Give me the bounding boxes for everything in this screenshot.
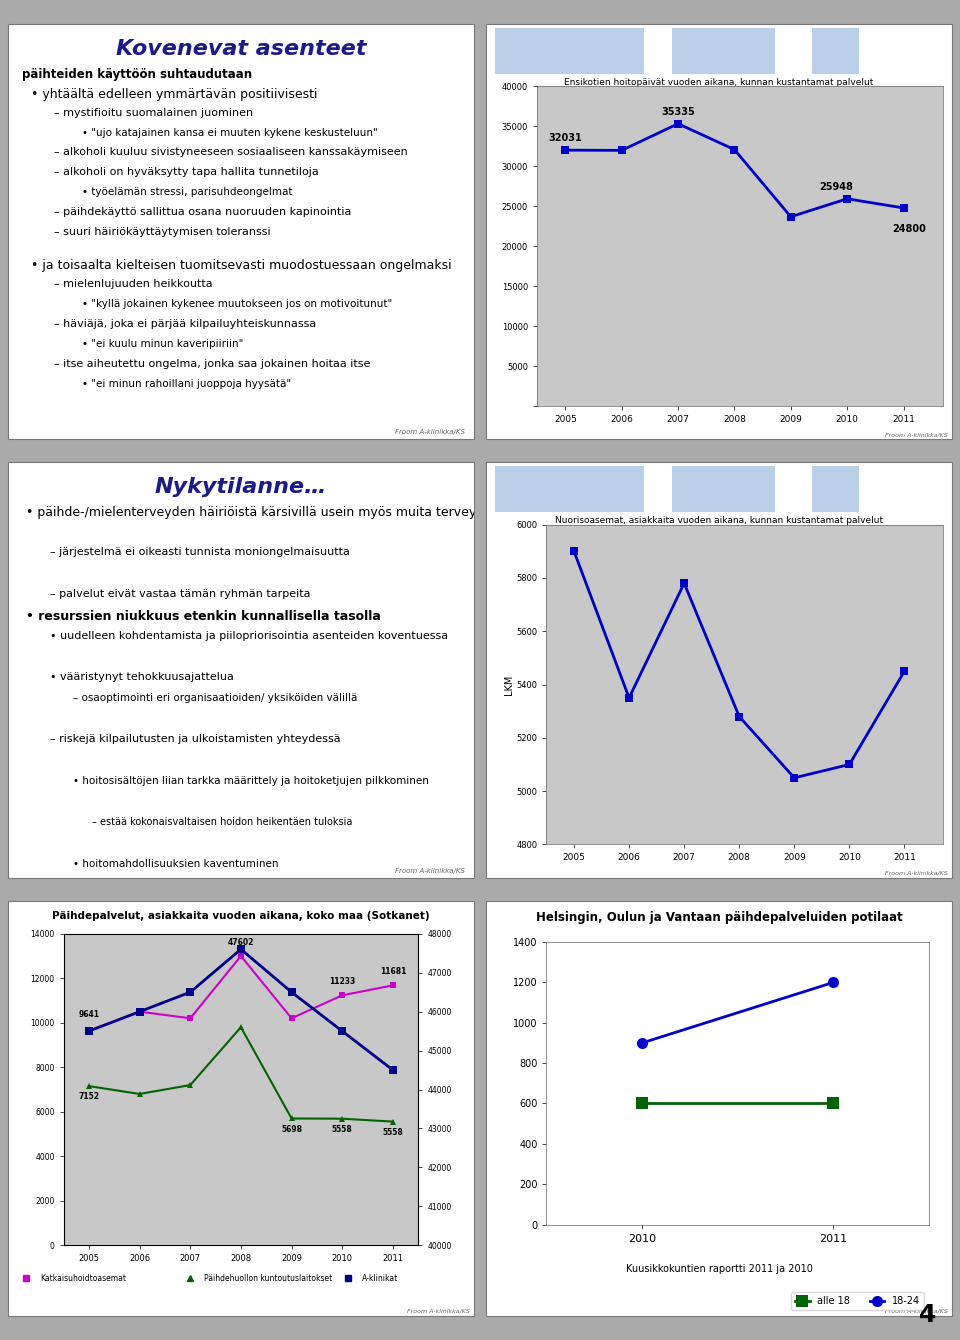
Text: – häviäjä, joka ei pärjää kilpailuyhteiskunnassa: – häviäjä, joka ei pärjää kilpailuyhteis… [55, 319, 317, 328]
Text: Päihdehuollon kuntoutuslaitokset: Päihdehuollon kuntoutuslaitokset [204, 1274, 332, 1282]
FancyBboxPatch shape [812, 28, 859, 74]
Text: • hoitosisältöjen liian tarkka määrittely ja hoitoketjujen pilkkominen: • hoitosisältöjen liian tarkka määrittel… [73, 776, 429, 787]
Text: • yhtäältä edelleen ymmärtävän positiivisesti: • yhtäältä edelleen ymmärtävän positiivi… [31, 87, 318, 100]
Text: • uudelleen kohdentamista ja piilopriorisointia asenteiden koventuessa: • uudelleen kohdentamista ja piilopriori… [50, 631, 447, 641]
Text: • "ei minun rahoillani juoppoja hyysätä": • "ei minun rahoillani juoppoja hyysätä" [83, 379, 292, 389]
Text: päihteiden käyttöön suhtaudutaan: päihteiden käyttöön suhtaudutaan [22, 68, 252, 80]
Text: Ensikotien hoitopäivät vuoden aikana, kunnan kustantamat palvelut: Ensikotien hoitopäivät vuoden aikana, ku… [564, 78, 874, 87]
FancyBboxPatch shape [486, 900, 952, 1316]
Text: Kovenevat asenteet: Kovenevat asenteet [115, 39, 366, 59]
Text: Froom A-klinikka/KS: Froom A-klinikka/KS [885, 871, 948, 875]
Text: Päihdepalvelut, asiakkaita vuoden aikana, koko maa (Sotkanet): Päihdepalvelut, asiakkaita vuoden aikana… [52, 911, 430, 921]
Text: Kuusikkokuntien raportti 2011 ja 2010: Kuusikkokuntien raportti 2011 ja 2010 [626, 1265, 812, 1274]
Text: – mielenlujuuden heikkoutta: – mielenlujuuden heikkoutta [55, 279, 213, 289]
Text: Katkaisuhoidtoasemat: Katkaisuhoidtoasemat [40, 1274, 127, 1282]
FancyBboxPatch shape [672, 28, 775, 74]
FancyBboxPatch shape [17, 474, 465, 874]
Text: – järjestelmä ei oikeasti tunnista moniongelmaisuutta: – järjestelmä ei oikeasti tunnista monio… [50, 548, 349, 557]
FancyBboxPatch shape [486, 24, 952, 440]
Text: Froom A-klinikka/KS: Froom A-klinikka/KS [395, 867, 465, 874]
FancyBboxPatch shape [17, 36, 465, 436]
Text: – mystifioitu suomalainen juominen: – mystifioitu suomalainen juominen [55, 107, 253, 118]
Text: • "ujo katajainen kansa ei muuten kykene keskusteluun": • "ujo katajainen kansa ei muuten kykene… [83, 127, 378, 138]
Text: A-klinikat: A-klinikat [362, 1274, 398, 1282]
Text: • hoitomahdollisuuksien kaventuminen: • hoitomahdollisuuksien kaventuminen [73, 859, 278, 868]
Text: Nuorisoasemat, asiakkaita vuoden aikana, kunnan kustantamat palvelut: Nuorisoasemat, asiakkaita vuoden aikana,… [555, 516, 883, 525]
Text: • resurssien niukkuus etenkin kunnallisella tasolla: • resurssien niukkuus etenkin kunnallise… [26, 610, 381, 623]
Text: • "ei kuulu minun kaveripiiriin": • "ei kuulu minun kaveripiiriin" [83, 339, 244, 348]
FancyBboxPatch shape [812, 466, 859, 512]
Text: – päihdekäyttö sallittua osana nuoruuden kapinointia: – päihdekäyttö sallittua osana nuoruuden… [55, 208, 351, 217]
Text: • ja toisaalta kielteisen tuomitsevasti muodostuessaan ongelmaksi: • ja toisaalta kielteisen tuomitsevasti … [31, 259, 451, 272]
Text: – että tarpeelliseenkaan laitoshoitoon ei pääse: – että tarpeelliseenkaan laitoshoitoon e… [50, 922, 310, 931]
FancyBboxPatch shape [495, 466, 644, 512]
A-klinikat [336, 1022, 348, 1038]
Text: – riskejä kilpailutusten ja ulkoistamisten yhteydessä: – riskejä kilpailutusten ja ulkoistamist… [50, 734, 340, 745]
Text: Froom A-klinikka/KS: Froom A-klinikka/KS [407, 1309, 469, 1313]
Text: 4: 4 [919, 1302, 936, 1327]
Text: Froom A-klinikka/KS: Froom A-klinikka/KS [885, 1309, 948, 1313]
Text: • päihde-/mielenterveyden häiriöistä kärsivillä usein myös muita terveydellisiä : • päihde-/mielenterveyden häiriöistä kär… [26, 507, 666, 519]
FancyBboxPatch shape [672, 466, 775, 512]
Text: – suuri häiriökäyttäytymisen toleranssi: – suuri häiriökäyttäytymisen toleranssi [55, 228, 271, 237]
Text: – estää kokonaisvaltaisen hoidon heikentäen tuloksia: – estää kokonaisvaltaisen hoidon heikent… [91, 817, 352, 828]
Text: Helsingin, Oulun ja Vantaan päihdepalveluiden potilaat: Helsingin, Oulun ja Vantaan päihdepalvel… [536, 911, 902, 923]
Text: • työelämän stressi, parisuhdeongelmat: • työelämän stressi, parisuhdeongelmat [83, 188, 293, 197]
Text: • "kyllä jokainen kykenee muutokseen jos on motivoitunut": • "kyllä jokainen kykenee muutokseen jos… [83, 299, 393, 310]
FancyBboxPatch shape [486, 462, 952, 878]
Text: – osaoptimointi eri organisaatioiden/ yksiköiden välillä: – osaoptimointi eri organisaatioiden/ yk… [73, 693, 357, 704]
Line: A-klinikat: A-klinikat [84, 945, 397, 1075]
Text: – alkoholi kuuluu sivistyneeseen sosiaaliseen kanssakäymiseen: – alkoholi kuuluu sivistyneeseen sosiaal… [55, 147, 408, 158]
Text: Froom A-klinikka/KS: Froom A-klinikka/KS [885, 433, 948, 437]
A-klinikat [387, 1063, 398, 1079]
FancyBboxPatch shape [495, 28, 644, 74]
FancyBboxPatch shape [8, 462, 474, 878]
A-klinikat [286, 984, 298, 1000]
Text: – itse aiheutettu ongelma, jonka saa jokainen hoitaa itse: – itse aiheutettu ongelma, jonka saa jok… [55, 359, 371, 368]
Text: – alkoholi on hyväksytty tapa hallita tunnetiloja: – alkoholi on hyväksytty tapa hallita tu… [55, 168, 319, 177]
Text: • liiallinen avohoitopainottuneisuus johtaa helposti siihen: • liiallinen avohoitopainottuneisuus joh… [26, 880, 433, 892]
Text: – ongelmat kasautuvat avohoidossa niin pitkään, että hoitojen vaikuttavuus heikk: – ongelmat kasautuvat avohoidossa niin p… [50, 942, 535, 951]
Text: Froom A-klinikka/KS: Froom A-klinikka/KS [395, 429, 465, 436]
A-klinikat [184, 984, 196, 1000]
FancyBboxPatch shape [8, 24, 474, 440]
FancyBboxPatch shape [8, 900, 474, 1316]
Text: Nykytilanne…: Nykytilanne… [155, 477, 327, 497]
Text: – palvelut eivät vastaa tämän ryhmän tarpeita: – palvelut eivät vastaa tämän ryhmän tar… [50, 590, 310, 599]
A-klinikat [84, 1022, 95, 1038]
A-klinikat [235, 941, 247, 957]
A-klinikat [133, 1004, 145, 1020]
Text: • vääristynyt tehokkuusajattelua: • vääristynyt tehokkuusajattelua [50, 673, 233, 682]
